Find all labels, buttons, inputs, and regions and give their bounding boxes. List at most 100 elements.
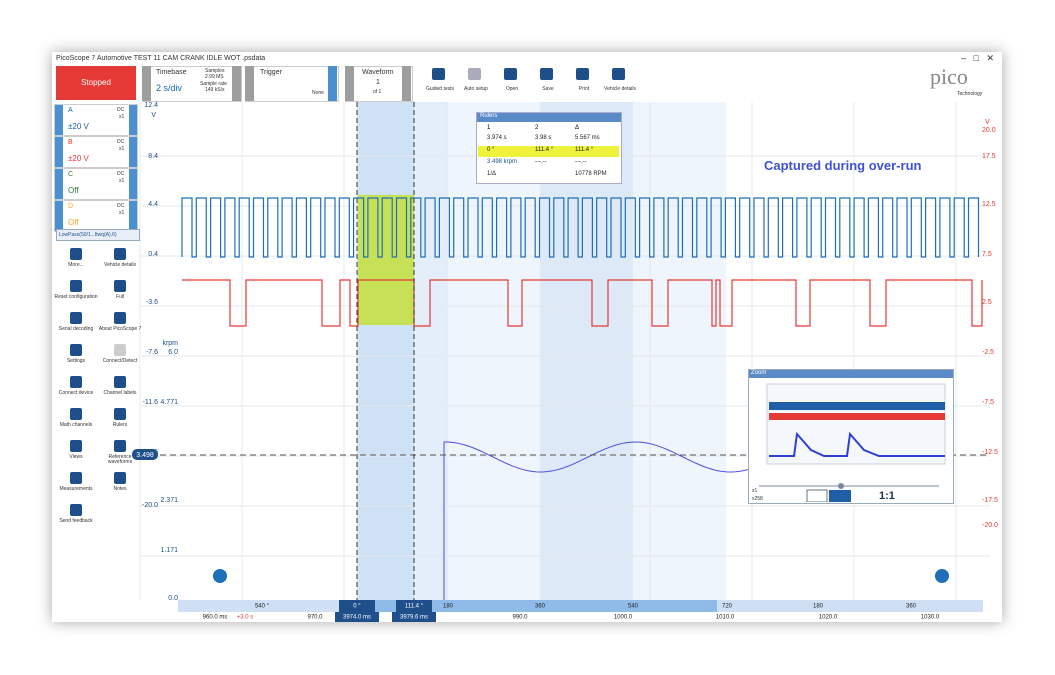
samples-label: Samples [205,68,225,74]
sidebar-icon[interactable] [114,408,126,420]
window-controls[interactable]: – □ ✕ [961,53,994,63]
sidebar-icon[interactable] [70,472,82,484]
sample-rate-value: 149 kS/s [205,87,225,93]
status-button[interactable]: Stopped [56,66,136,100]
angle-label: 360 [906,604,917,610]
ruler-time-box [392,612,436,622]
sidebar-icon[interactable] [70,376,82,388]
rulers-cell: 111.4 ° [575,147,594,153]
toolbar-icon[interactable] [504,68,517,80]
zoom-plot [766,383,946,465]
samples-value: 2.99 MS [205,74,224,80]
toolbar-icon[interactable] [576,68,589,80]
toolbar-icon[interactable] [612,68,625,80]
rulers-panel: Rulers 1 2 Δ 3.974 s 3.98 s 5.567 ms 0 ° 111.4 … [476,112,622,184]
channel-panel[interactable]: A DC x1 ±20 V [54,104,138,136]
time-label: +3.0 s [237,615,254,621]
angle-label: 0 ° [353,604,361,610]
toolbar-button-label: Save [542,86,554,92]
trigger-minus[interactable] [245,66,254,101]
toolbar-button-label: Vehicle details [604,86,636,92]
sidebar-icon[interactable] [70,504,82,516]
sidebar-icon[interactable] [114,376,126,388]
pan-tool[interactable] [829,490,851,502]
zoom-blue [769,402,945,410]
timebase-minus[interactable] [142,66,151,101]
rpm-tick-label: 4.771 [160,399,178,406]
toolbar-button-label: Print [578,86,590,92]
channel-probe: x1 [119,146,125,152]
angle-label: 720 [722,604,733,610]
angle-axis-active [357,600,717,612]
channel-range: Off [68,186,79,195]
toolbar-icon[interactable] [468,68,481,80]
angle-label: 180 [443,604,454,610]
rpm-marker: 3.498 [136,452,154,459]
waveform-minus[interactable] [345,66,354,101]
right-tick-label: -2.5 [982,349,994,356]
rulers-header: 2 [535,125,539,131]
channel-minus [55,137,63,167]
sidebar-icon[interactable] [114,472,126,484]
sidebar-icon[interactable] [70,440,82,452]
left-tick-label: -11.6 [143,399,159,406]
sidebar-icon[interactable] [70,248,82,260]
shade [357,102,414,600]
left-tick-label: -7.6 [146,349,158,356]
shade [540,102,633,600]
channel-plus [129,137,137,167]
right-tick-label: 7.5 [982,251,992,258]
channel-panel[interactable]: C DC x1 Off [54,168,138,200]
channel-panel[interactable]: D DC x1 Off [54,200,138,232]
sidebar-label: Serial decoding [58,326,94,332]
channel-a-trace [181,197,980,258]
zoom-thumb[interactable] [838,483,844,489]
sidebar-label: Connect/Detect [102,358,138,364]
right-tick-label: -7.5 [982,399,994,406]
right-tick-label: -20.0 [982,522,998,529]
sidebar-label: Send feedback [59,518,93,524]
rulers-cell: 5.567 ms [575,135,600,141]
sidebar-icon[interactable] [70,312,82,324]
right-tick-label: 20.0 [982,127,996,134]
sidebar-icon[interactable] [114,248,126,260]
time-label: 1010.0 [716,615,735,621]
sidebar-icon[interactable] [114,440,126,452]
toolbar-button-label: Auto setup [464,86,488,92]
toolbar-icon[interactable] [540,68,553,80]
waveform-number: 1 [376,79,380,86]
sidebar-label: About PicoScope 7 [98,326,142,332]
left-tick-label: 8.4 [148,153,158,160]
right-tick-label: 2.5 [982,299,992,306]
left-tick-label: 4.4 [148,201,158,208]
trigger-plus[interactable] [328,66,337,101]
sidebar-label: Rulers [112,422,128,428]
scroll-left [213,569,227,583]
math-channel[interactable]: LowPass(50/1...ftwq(A),6) [56,229,140,241]
rulers-header: Δ [575,125,580,131]
sidebar-icon[interactable] [114,344,126,356]
zoom-rpm [769,431,945,457]
angle-label: 360 [535,604,546,610]
channel-panel[interactable]: B DC x1 ±20 V [54,136,138,168]
channel-name: C [68,171,74,178]
zoom-scale: x1 [752,488,758,494]
sidebar-icon[interactable] [70,280,82,292]
sidebar-icon[interactable] [114,280,126,292]
sidebar-label: Channel labels [103,390,137,396]
zoom-tool[interactable] [806,489,828,503]
sidebar-label: Reference waveforms [107,454,133,465]
toolbar-icon[interactable] [432,68,445,80]
channel-b-trace [182,279,983,327]
channel-minus [55,201,63,231]
zoom-red [769,413,945,420]
waveform-plus[interactable] [402,66,411,101]
left-tick-label: 0.4 [148,251,158,258]
timebase-plus[interactable] [232,66,241,101]
sidebar-label: Full [115,294,125,300]
sidebar-icon[interactable] [70,408,82,420]
ruler-time-box [335,612,379,622]
channel-plus [129,105,137,135]
sidebar-icon[interactable] [70,344,82,356]
sidebar-icon[interactable] [114,312,126,324]
